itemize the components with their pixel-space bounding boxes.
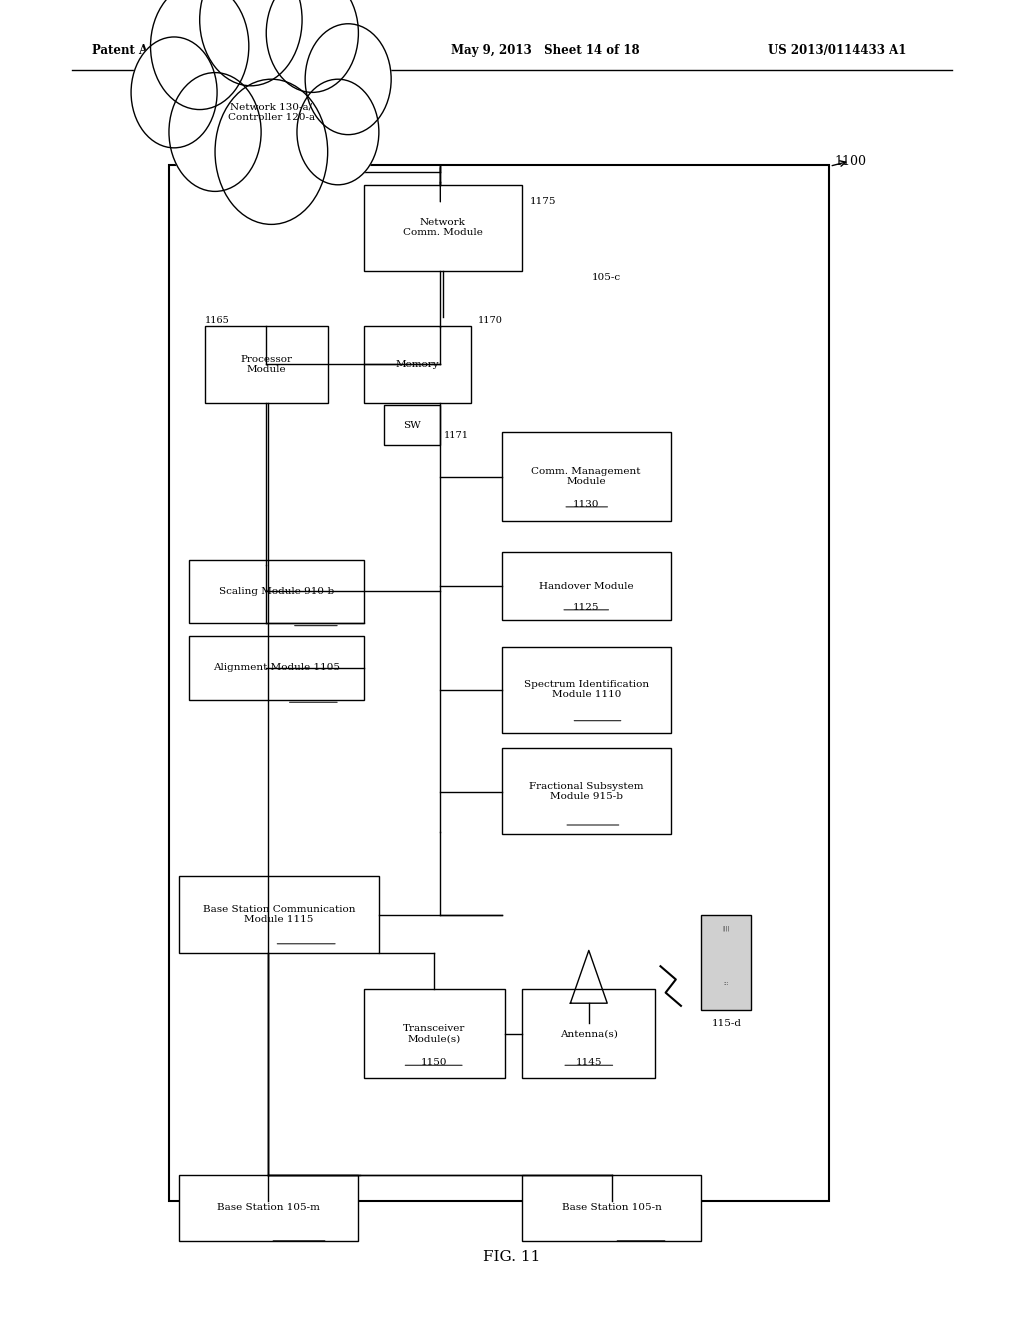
Bar bbox=[522, 989, 655, 1078]
Text: Fractional Subsystem
Module 915-b: Fractional Subsystem Module 915-b bbox=[529, 781, 643, 801]
Text: Base Station Communication
Module 1115: Base Station Communication Module 1115 bbox=[203, 906, 355, 924]
Text: Transceiver
Module(s): Transceiver Module(s) bbox=[403, 1024, 465, 1043]
Text: Network
Comm. Module: Network Comm. Module bbox=[402, 218, 483, 238]
Bar bbox=[522, 1175, 701, 1241]
Circle shape bbox=[305, 24, 391, 135]
Circle shape bbox=[297, 79, 379, 185]
Text: 1170: 1170 bbox=[478, 317, 503, 325]
Text: Antenna(s): Antenna(s) bbox=[560, 1030, 617, 1038]
Text: :::: ::: bbox=[723, 981, 729, 986]
Bar bbox=[189, 636, 364, 700]
Text: May 9, 2013   Sheet 14 of 18: May 9, 2013 Sheet 14 of 18 bbox=[451, 44, 639, 57]
Text: 1150: 1150 bbox=[421, 1059, 447, 1067]
Circle shape bbox=[169, 73, 261, 191]
Text: 1100: 1100 bbox=[835, 154, 866, 168]
Bar bbox=[179, 876, 379, 953]
Text: 105-c: 105-c bbox=[592, 273, 621, 281]
Bar bbox=[364, 989, 505, 1078]
Text: 1145: 1145 bbox=[575, 1059, 602, 1067]
Bar bbox=[701, 915, 751, 1010]
Text: Patent Application Publication: Patent Application Publication bbox=[92, 44, 295, 57]
Text: 1130: 1130 bbox=[573, 500, 599, 508]
Text: 1125: 1125 bbox=[573, 603, 599, 611]
Text: Handover Module: Handover Module bbox=[539, 582, 634, 590]
Circle shape bbox=[131, 37, 217, 148]
Circle shape bbox=[200, 0, 302, 86]
Text: US 2013/0114433 A1: US 2013/0114433 A1 bbox=[768, 44, 906, 57]
Bar bbox=[179, 1175, 358, 1241]
Bar bbox=[169, 165, 829, 1201]
Text: 1165: 1165 bbox=[205, 317, 229, 325]
Text: Memory: Memory bbox=[395, 360, 439, 368]
Text: Comm. Management
Module: Comm. Management Module bbox=[531, 467, 641, 486]
Text: Scaling Module 910-b: Scaling Module 910-b bbox=[219, 587, 334, 595]
Text: 1171: 1171 bbox=[443, 432, 468, 440]
Circle shape bbox=[215, 79, 328, 224]
Text: Spectrum Identification
Module 1110: Spectrum Identification Module 1110 bbox=[523, 680, 649, 700]
Bar bbox=[364, 185, 522, 271]
Bar bbox=[502, 748, 671, 834]
Bar bbox=[189, 560, 364, 623]
Bar bbox=[205, 326, 328, 403]
Text: SW: SW bbox=[403, 421, 421, 429]
Text: 1175: 1175 bbox=[529, 198, 556, 206]
Circle shape bbox=[151, 0, 249, 110]
Text: Base Station 105-n: Base Station 105-n bbox=[562, 1204, 662, 1212]
Text: Base Station 105-m: Base Station 105-m bbox=[217, 1204, 321, 1212]
Text: Processor
Module: Processor Module bbox=[241, 355, 292, 374]
Bar bbox=[502, 432, 671, 521]
Text: Alignment Module 1105: Alignment Module 1105 bbox=[213, 664, 340, 672]
Text: ||||: |||| bbox=[722, 925, 730, 931]
Circle shape bbox=[266, 0, 358, 92]
Bar bbox=[502, 552, 671, 620]
Bar bbox=[502, 647, 671, 733]
Text: Network 130-a/
Controller 120-a: Network 130-a/ Controller 120-a bbox=[227, 103, 315, 121]
Bar bbox=[364, 326, 471, 403]
Bar bbox=[384, 405, 440, 445]
Text: FIG. 11: FIG. 11 bbox=[483, 1250, 541, 1263]
Text: 115-d: 115-d bbox=[712, 1019, 741, 1027]
